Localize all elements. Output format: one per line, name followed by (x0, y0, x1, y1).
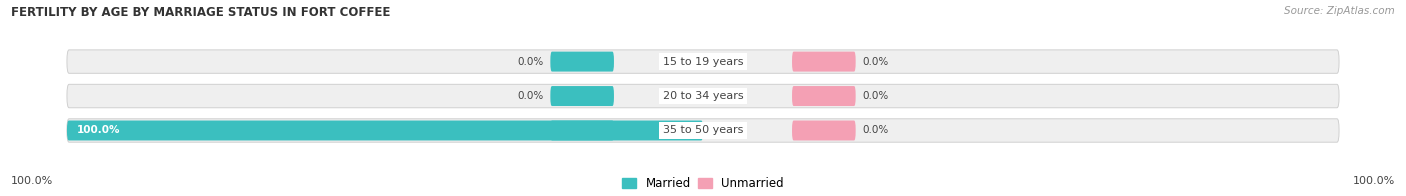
Text: Source: ZipAtlas.com: Source: ZipAtlas.com (1284, 6, 1395, 16)
Text: 100.0%: 100.0% (1353, 176, 1395, 186)
Text: 35 to 50 years: 35 to 50 years (662, 125, 744, 135)
Legend: Married, Unmarried: Married, Unmarried (621, 177, 785, 190)
Text: 0.0%: 0.0% (862, 57, 889, 67)
Text: 100.0%: 100.0% (76, 125, 120, 135)
FancyBboxPatch shape (792, 121, 856, 141)
FancyBboxPatch shape (67, 50, 1339, 73)
Text: 0.0%: 0.0% (862, 91, 889, 101)
FancyBboxPatch shape (550, 86, 614, 106)
Text: 0.0%: 0.0% (517, 57, 544, 67)
FancyBboxPatch shape (67, 119, 1339, 142)
Text: 0.0%: 0.0% (862, 125, 889, 135)
FancyBboxPatch shape (792, 86, 856, 106)
FancyBboxPatch shape (67, 121, 703, 141)
FancyBboxPatch shape (792, 52, 856, 72)
FancyBboxPatch shape (550, 52, 614, 72)
Text: 100.0%: 100.0% (11, 176, 53, 186)
FancyBboxPatch shape (67, 84, 1339, 108)
FancyBboxPatch shape (550, 121, 614, 141)
Text: FERTILITY BY AGE BY MARRIAGE STATUS IN FORT COFFEE: FERTILITY BY AGE BY MARRIAGE STATUS IN F… (11, 6, 391, 19)
Text: 20 to 34 years: 20 to 34 years (662, 91, 744, 101)
Text: 15 to 19 years: 15 to 19 years (662, 57, 744, 67)
Text: 0.0%: 0.0% (517, 91, 544, 101)
